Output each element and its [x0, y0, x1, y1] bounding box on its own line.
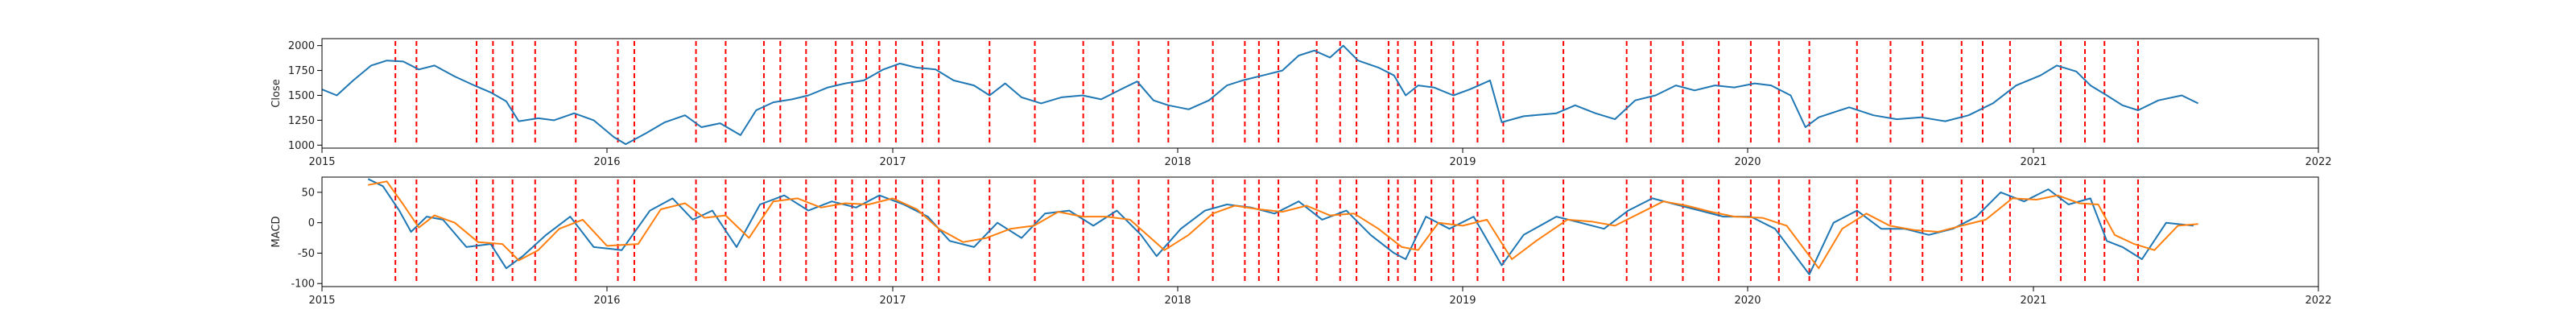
- close-plot-frame: [321, 38, 2319, 149]
- close-event-markers: [394, 41, 2139, 146]
- macd-macd-line: [367, 178, 2194, 275]
- close-close-line: [321, 44, 2199, 146]
- macd-x-tick-label-5: 2020: [1734, 295, 1761, 307]
- macd-y-tick-label-1: -50: [298, 248, 315, 260]
- macd-x-tick-label-0: 2015: [308, 295, 335, 307]
- close-x-tick-label-6: 2021: [2020, 156, 2046, 168]
- close-y-tick-label-2: 1500: [288, 90, 315, 102]
- macd-x-tick-label-1: 2016: [593, 295, 620, 307]
- close-y-axis: 1000 1250 1500 1750 2000: [288, 40, 322, 152]
- close-y-tick-label-4: 2000: [288, 40, 315, 52]
- macd-x-tick-label-4: 2019: [1449, 295, 1476, 307]
- macd-y-axis-label: MACD: [270, 217, 283, 248]
- macd-x-tick-label-6: 2021: [2020, 295, 2046, 307]
- macd-x-tick-label-7: 2022: [2305, 295, 2331, 307]
- close-x-tick-label-4: 2019: [1449, 156, 1476, 168]
- close-y-axis-label: Close: [270, 79, 283, 107]
- macd-series-group: [367, 178, 2198, 275]
- macd-y-tick-label-0: -100: [291, 279, 315, 291]
- close-series-group: [321, 44, 2199, 146]
- macd-y-axis: -100 -50 0 50: [291, 187, 322, 291]
- macd-x-tick-label-2: 2017: [879, 295, 906, 307]
- close-x-tick-label-7: 2022: [2305, 156, 2331, 168]
- macd-y-tick-label-3: 50: [301, 187, 315, 199]
- macd-signal-line: [368, 180, 2198, 270]
- macd-y-tick-label-2: 0: [308, 217, 315, 229]
- macd-plot-frame: [321, 176, 2319, 287]
- close-x-tick-label-3: 2018: [1164, 156, 1191, 168]
- close-y-tick-label-0: 1000: [288, 140, 315, 152]
- close-x-tick-label-2: 2017: [879, 156, 906, 168]
- close-y-tick-label-1: 1250: [288, 115, 315, 127]
- close-x-tick-label-0: 2015: [308, 156, 335, 168]
- close-x-tick-label-5: 2020: [1734, 156, 1761, 168]
- macd-event-markers: [394, 180, 2139, 284]
- close-x-tick-label-1: 2016: [593, 156, 620, 168]
- macd-x-tick-label-3: 2018: [1164, 295, 1191, 307]
- close-x-axis: 2015 2016 2017 2018 2019 2020 2021 2022: [308, 148, 2332, 168]
- macd-x-axis: 2015 2016 2017 2018 2019 2020 2021 2022: [308, 287, 2332, 307]
- close-y-tick-label-3: 1750: [288, 65, 315, 77]
